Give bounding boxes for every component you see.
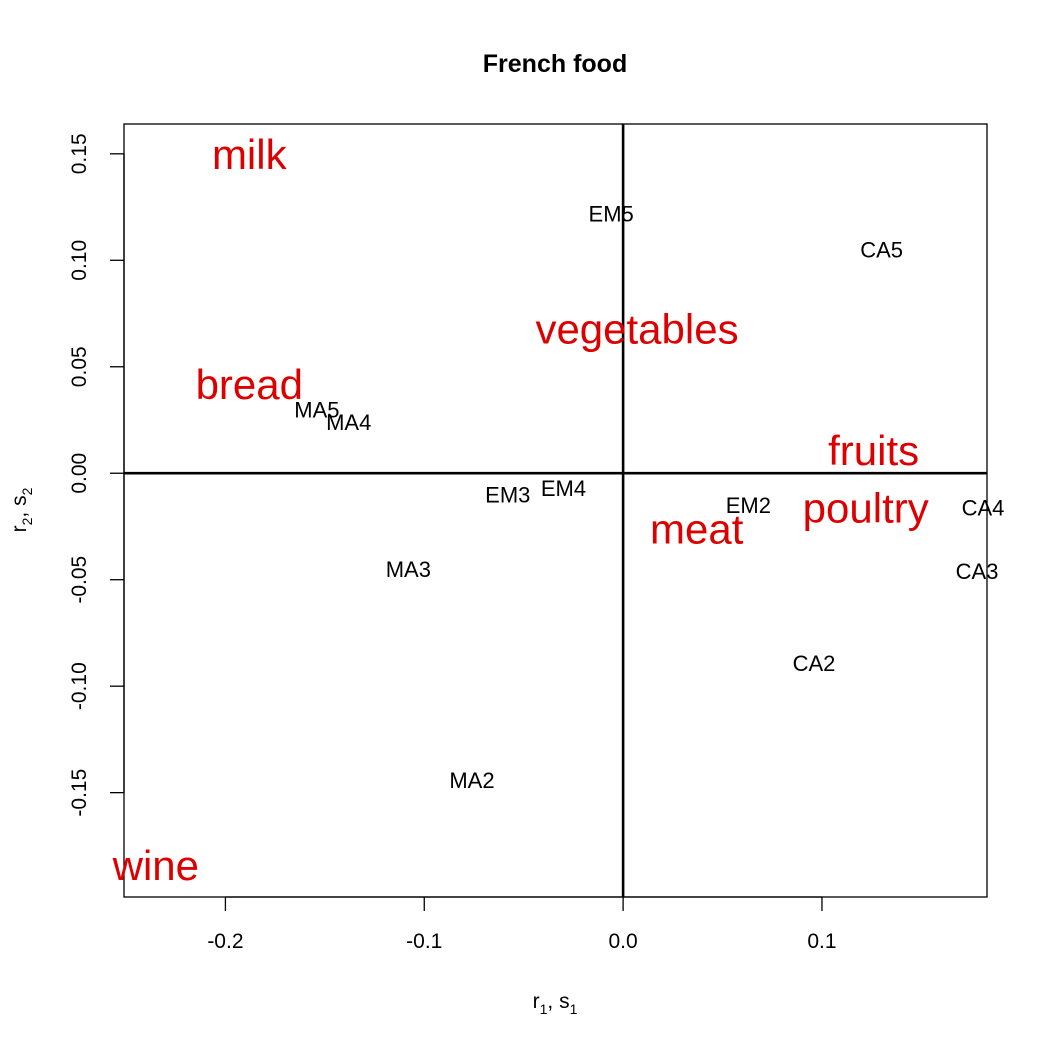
y-tick-label: 0.10 bbox=[68, 240, 91, 281]
reference-lines bbox=[124, 124, 987, 897]
column-point-label-milk: milk bbox=[212, 131, 288, 178]
y-tick-label: 0.00 bbox=[68, 453, 91, 494]
chart-title: French food bbox=[483, 50, 627, 78]
column-point-label-bread: bread bbox=[196, 361, 303, 408]
x-tick-label: -0.1 bbox=[406, 930, 442, 953]
row-point-label-ca5: CA5 bbox=[860, 238, 903, 263]
y-axis: -0.15 -0.10 -0.05 0.00 0.05 0.10 0.15 bbox=[68, 133, 125, 817]
row-point-label-ma5: MA5 bbox=[294, 397, 339, 422]
row-point-label-ma4: MA4 bbox=[326, 410, 371, 435]
row-point-label-ma3: MA3 bbox=[386, 557, 431, 582]
column-point-label-fruits: fruits bbox=[828, 427, 919, 474]
y-tick-label: -0.05 bbox=[68, 556, 91, 604]
x-tick-label: -0.2 bbox=[207, 930, 243, 953]
y-tick-label: 0.05 bbox=[68, 346, 91, 387]
row-point-label-ca3: CA3 bbox=[956, 559, 999, 584]
row-point-label-em3: EM3 bbox=[485, 483, 530, 508]
row-point-label-ma2: MA2 bbox=[449, 768, 494, 793]
x-axis-label: r1, s1 bbox=[533, 990, 578, 1017]
x-tick-label: 0.1 bbox=[807, 930, 836, 953]
y-tick-label: -0.15 bbox=[68, 769, 91, 817]
column-point-label-meat: meat bbox=[650, 506, 744, 553]
row-point-label-em5: EM5 bbox=[589, 201, 634, 226]
x-axis: -0.2 -0.1 0.0 0.1 bbox=[207, 896, 837, 953]
row-point-label-ca4: CA4 bbox=[962, 495, 1005, 520]
x-tick-label: 0.0 bbox=[609, 930, 638, 953]
column-point-label-vegetables: vegetables bbox=[535, 305, 738, 352]
y-tick-label: -0.10 bbox=[68, 662, 91, 710]
row-point-label-ca2: CA2 bbox=[793, 651, 836, 676]
row-point-label-em4: EM4 bbox=[541, 476, 586, 501]
column-point-label-poultry: poultry bbox=[803, 484, 929, 531]
y-tick-label: 0.15 bbox=[68, 133, 91, 174]
row-point-label-em2: EM2 bbox=[726, 493, 771, 518]
y-axis-label: r2, s2 bbox=[8, 487, 35, 532]
column-point-label-wine: wine bbox=[112, 842, 199, 889]
